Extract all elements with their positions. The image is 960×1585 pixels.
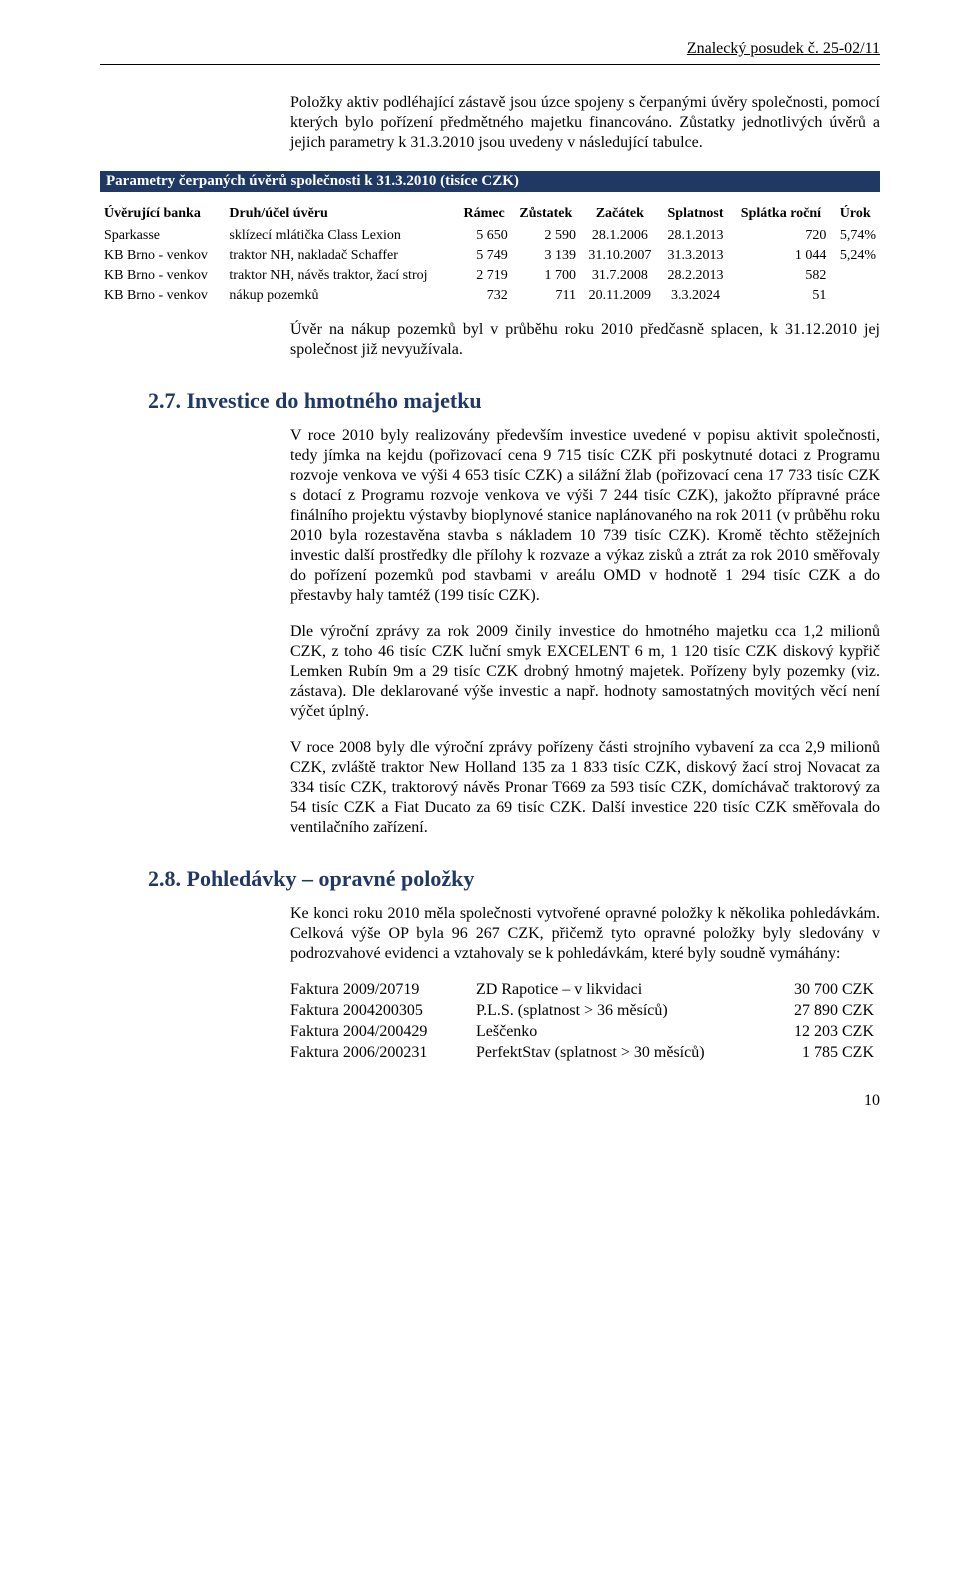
loans-section-bar: Parametry čerpaných úvěrů společnosti k … [100,171,880,192]
col-ramec: Rámec [457,202,512,226]
section-2-7-title: 2.7. Investice do hmotného majetku [148,388,880,414]
col-bank: Úvěrující banka [100,202,225,226]
cell-splatnost: 28.1.2013 [660,226,732,246]
cell-splatka: 582 [731,266,830,286]
cell-ramec: 5 749 [457,246,512,266]
invoice-row: Faktura 2004/200429Leščenko12 203 CZK [290,1022,880,1043]
table-row: KB Brno - venkovtraktor NH, nakladač Sch… [100,246,880,266]
invoice-row: Faktura 2006/200231PerfektStav (splatnos… [290,1043,880,1064]
invoice-amount: 12 203 CZK [756,1022,880,1043]
s28-p1: Ke konci roku 2010 měla společnosti vytv… [290,904,880,964]
invoice-party: ZD Rapotice – v likvidaci [476,980,756,1001]
loans-note: Úvěr na nákup pozemků byl v průběhu roku… [290,320,880,360]
table-row: KB Brno - venkovnákup pozemků73271120.11… [100,286,880,306]
invoice-no: Faktura 2009/20719 [290,980,476,1001]
cell-splatka: 720 [731,226,830,246]
invoice-amount: 27 890 CZK [756,1001,880,1022]
invoice-row: Faktura 2004200305P.L.S. (splatnost > 36… [290,1001,880,1022]
invoice-no: Faktura 2004/200429 [290,1022,476,1043]
cell-splatka: 1 044 [731,246,830,266]
page-number: 10 [100,1092,880,1110]
cell-ramec: 2 719 [457,266,512,286]
cell-bank: KB Brno - venkov [100,286,225,306]
col-zustatek: Zůstatek [512,202,580,226]
cell-splatnost: 31.3.2013 [660,246,732,266]
cell-urok: 5,24% [830,246,880,266]
col-splatnost: Splatnost [660,202,732,226]
cell-zacatek: 20.11.2009 [580,286,660,306]
invoice-no: Faktura 2004200305 [290,1001,476,1022]
cell-purpose: traktor NH, nakladač Schaffer [225,246,456,266]
col-urok: Úrok [830,202,880,226]
invoice-party: Leščenko [476,1022,756,1043]
col-purpose: Druh/účel úvěru [225,202,456,226]
section-2-8-title: 2.8. Pohledávky – opravné položky [148,866,880,892]
cell-splatka: 51 [731,286,830,306]
table-row: KB Brno - venkovtraktor NH, návěs trakto… [100,266,880,286]
s27-p2: Dle výroční zprávy za rok 2009 činily in… [290,622,880,722]
cell-splatnost: 3.3.2024 [660,286,732,306]
cell-urok [830,286,880,306]
cell-purpose: nákup pozemků [225,286,456,306]
cell-zacatek: 31.10.2007 [580,246,660,266]
invoice-row: Faktura 2009/20719ZD Rapotice – v likvid… [290,980,880,1001]
table-row: Sparkassesklízecí mlátička Class Lexion5… [100,226,880,246]
cell-purpose: sklízecí mlátička Class Lexion [225,226,456,246]
col-zacatek: Začátek [580,202,660,226]
cell-ramec: 732 [457,286,512,306]
invoice-party: PerfektStav (splatnost > 30 měsíců) [476,1043,756,1064]
doc-reference: Znalecký posudek č. 25-02/11 [100,40,880,58]
cell-zustatek: 711 [512,286,580,306]
cell-zustatek: 1 700 [512,266,580,286]
invoice-amount: 30 700 CZK [756,980,880,1001]
cell-ramec: 5 650 [457,226,512,246]
invoice-amount: 1 785 CZK [756,1043,880,1064]
cell-purpose: traktor NH, návěs traktor, žací stroj [225,266,456,286]
cell-bank: Sparkasse [100,226,225,246]
invoice-no: Faktura 2006/200231 [290,1043,476,1064]
invoice-party: P.L.S. (splatnost > 36 měsíců) [476,1001,756,1022]
cell-bank: KB Brno - venkov [100,246,225,266]
cell-bank: KB Brno - venkov [100,266,225,286]
loans-table: Úvěrující banka Druh/účel úvěru Rámec Zů… [100,202,880,306]
cell-zustatek: 2 590 [512,226,580,246]
cell-zacatek: 31.7.2008 [580,266,660,286]
cell-zustatek: 3 139 [512,246,580,266]
s27-p1: V roce 2010 byly realizovány především i… [290,426,880,606]
invoices-table: Faktura 2009/20719ZD Rapotice – v likvid… [290,980,880,1064]
col-splatka: Splátka roční [731,202,830,226]
s27-p3: V roce 2008 byly dle výroční zprávy poří… [290,738,880,838]
loans-header-row: Úvěrující banka Druh/účel úvěru Rámec Zů… [100,202,880,226]
cell-urok [830,266,880,286]
header-rule [100,64,880,65]
intro-paragraph: Položky aktiv podléhající zástavě jsou ú… [290,93,880,153]
cell-zacatek: 28.1.2006 [580,226,660,246]
page: Znalecký posudek č. 25-02/11 Položky akt… [0,0,960,1170]
invoices-block: Faktura 2009/20719ZD Rapotice – v likvid… [290,980,880,1064]
cell-splatnost: 28.2.2013 [660,266,732,286]
cell-urok: 5,74% [830,226,880,246]
